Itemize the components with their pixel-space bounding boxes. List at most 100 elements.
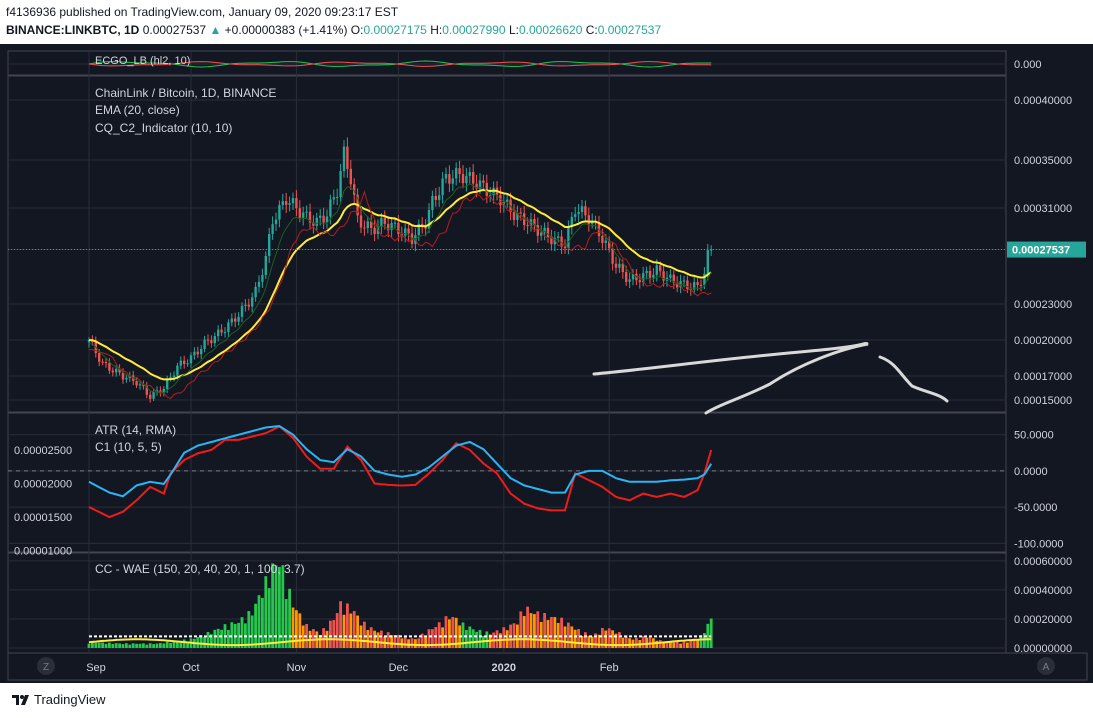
tradingview-brand[interactable]: TradingView xyxy=(34,692,106,707)
wae-bar xyxy=(441,627,444,648)
wae-bar xyxy=(706,623,710,648)
candle xyxy=(611,241,614,271)
candle-body xyxy=(172,375,176,378)
wae-bar xyxy=(152,644,155,648)
c1-axis-tick: -100.0000 xyxy=(1014,538,1064,550)
candle xyxy=(288,196,291,212)
scale-z-button[interactable] xyxy=(37,657,55,675)
wae-bar xyxy=(216,628,220,648)
wae-bar xyxy=(556,622,560,648)
wae-bar xyxy=(461,622,465,648)
candle xyxy=(257,275,261,293)
c1-axis-tick: 0.0000 xyxy=(1014,466,1048,478)
wae-bar xyxy=(230,622,234,648)
wae-bar xyxy=(590,636,594,648)
candle xyxy=(540,225,543,241)
candle xyxy=(645,266,648,280)
candle-body xyxy=(383,217,386,224)
wae-axis-tick: 0.00020000 xyxy=(1014,614,1072,626)
wae-bar xyxy=(182,639,186,648)
candle xyxy=(325,209,329,229)
candle xyxy=(485,174,488,204)
chart-canvas[interactable]: Sep Oct Nov Dec 2020 Feb Z A 0.000 ECGO_LB (hl2, … xyxy=(0,44,1093,683)
wae-bar xyxy=(250,615,254,648)
wae-axis-tick: 0.00040000 xyxy=(1014,585,1072,597)
candle xyxy=(417,219,420,241)
candle-body xyxy=(342,146,346,172)
wae-bar xyxy=(172,641,176,648)
wae-bar xyxy=(138,643,142,648)
wae-bar xyxy=(267,588,271,648)
candle-body xyxy=(458,168,461,175)
wae-bar xyxy=(135,643,138,648)
wae-bar xyxy=(121,644,125,648)
candle-body xyxy=(387,223,390,231)
candle-body xyxy=(281,201,284,205)
candle-body xyxy=(478,180,482,189)
candle-body xyxy=(346,146,349,169)
candle xyxy=(574,206,577,222)
wae-bar xyxy=(587,635,591,648)
tradingview-logo-icon[interactable] xyxy=(10,692,30,708)
candle-body xyxy=(417,223,420,236)
candle xyxy=(322,207,325,230)
candle xyxy=(682,275,686,288)
candle-body xyxy=(162,389,165,394)
candle-body xyxy=(659,265,662,272)
wae-bar xyxy=(332,620,336,648)
candle-body xyxy=(257,281,261,287)
candle-body xyxy=(570,216,573,227)
wae-bar xyxy=(641,636,645,648)
candle-body xyxy=(104,362,108,364)
candle xyxy=(135,377,138,388)
candle xyxy=(631,268,635,286)
candle-body xyxy=(693,282,696,290)
wae-bar xyxy=(594,633,597,648)
c1-title: C1 (10, 5, 5) xyxy=(95,440,162,454)
wae-bar xyxy=(434,627,438,648)
atr-axis-tick: 0.00002500 xyxy=(14,445,72,457)
candle xyxy=(628,272,631,289)
candle xyxy=(570,212,573,235)
candle-body xyxy=(424,226,427,229)
candle-body xyxy=(407,228,410,234)
scale-a-button[interactable] xyxy=(1037,657,1055,675)
candle xyxy=(308,203,312,229)
candle-body xyxy=(145,386,148,395)
wae-bar xyxy=(628,638,631,648)
candle-body xyxy=(628,279,631,282)
wae-bars xyxy=(87,563,713,648)
candle xyxy=(506,194,509,208)
candle xyxy=(693,276,696,295)
wae-bar xyxy=(240,617,244,648)
candle xyxy=(601,228,604,249)
candle xyxy=(648,265,652,284)
wae-bar xyxy=(577,629,580,648)
candle-body xyxy=(200,349,203,355)
wae-bar xyxy=(621,637,625,648)
candle-body xyxy=(706,250,709,274)
wae-bar xyxy=(104,643,108,648)
wae-bar xyxy=(94,642,98,648)
candle xyxy=(424,219,427,237)
candle-body xyxy=(686,280,689,290)
wae-bar xyxy=(584,632,587,648)
main-axis-tick: 0.00015000 xyxy=(1014,395,1072,407)
candle-body xyxy=(587,215,590,225)
wae-bar xyxy=(580,635,584,648)
wae-bar xyxy=(444,616,448,648)
wae-bar xyxy=(155,643,159,648)
wae-bar xyxy=(465,630,468,648)
wae-explosion-line xyxy=(88,638,712,647)
wae-bar xyxy=(203,636,206,648)
candle-body xyxy=(196,351,199,355)
candle-body xyxy=(557,236,560,238)
candle-body xyxy=(580,206,584,213)
candle-body xyxy=(244,304,247,306)
candle xyxy=(563,239,567,254)
candle xyxy=(533,213,536,232)
candle xyxy=(213,332,216,347)
candle-body xyxy=(135,380,138,386)
wae-bar xyxy=(322,628,325,648)
candle xyxy=(336,188,339,206)
